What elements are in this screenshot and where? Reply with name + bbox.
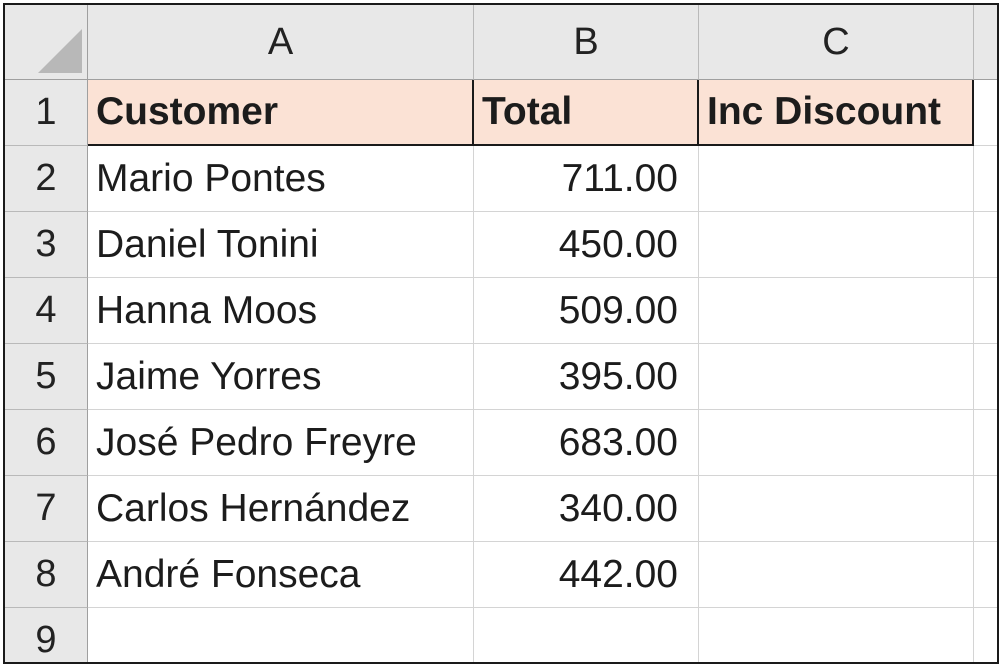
cell-b1[interactable]: Total: [474, 80, 699, 146]
cell-a6[interactable]: José Pedro Freyre: [88, 410, 474, 476]
cell-d6[interactable]: [974, 410, 997, 476]
cell-b6[interactable]: 683.00: [474, 410, 699, 476]
cell-c1[interactable]: Inc Discount: [699, 80, 974, 146]
cell-c6[interactable]: [699, 410, 974, 476]
cell-a9[interactable]: [88, 608, 474, 662]
cell-a1[interactable]: Customer: [88, 80, 474, 146]
cell-c5[interactable]: [699, 344, 974, 410]
cell-c9[interactable]: [699, 608, 974, 662]
cell-d2[interactable]: [974, 146, 997, 212]
select-all-triangle-icon: [38, 29, 82, 73]
cell-b3[interactable]: 450.00: [474, 212, 699, 278]
cell-d9[interactable]: [974, 608, 997, 662]
row-header-9[interactable]: 9: [5, 608, 88, 662]
cell-c7[interactable]: [699, 476, 974, 542]
cell-b7[interactable]: 340.00: [474, 476, 699, 542]
cell-c2[interactable]: [699, 146, 974, 212]
cell-d3[interactable]: [974, 212, 997, 278]
cell-d1[interactable]: [974, 80, 997, 146]
cell-d8[interactable]: [974, 542, 997, 608]
cell-d4[interactable]: [974, 278, 997, 344]
cell-grid: A B C 1 Customer Total Inc Discount 2 Ma…: [5, 5, 997, 662]
cell-b4[interactable]: 509.00: [474, 278, 699, 344]
select-all-button[interactable]: [5, 5, 88, 80]
cell-d5[interactable]: [974, 344, 997, 410]
cell-c4[interactable]: [699, 278, 974, 344]
cell-b2[interactable]: 711.00: [474, 146, 699, 212]
spreadsheet: A B C 1 Customer Total Inc Discount 2 Ma…: [3, 3, 999, 664]
cell-a2[interactable]: Mario Pontes: [88, 146, 474, 212]
row-header-6[interactable]: 6: [5, 410, 88, 476]
cell-d7[interactable]: [974, 476, 997, 542]
column-header-b[interactable]: B: [474, 5, 699, 80]
cell-b5[interactable]: 395.00: [474, 344, 699, 410]
cell-a8[interactable]: André Fonseca: [88, 542, 474, 608]
row-header-4[interactable]: 4: [5, 278, 88, 344]
row-header-2[interactable]: 2: [5, 146, 88, 212]
cell-a5[interactable]: Jaime Yorres: [88, 344, 474, 410]
row-header-3[interactable]: 3: [5, 212, 88, 278]
row-header-8[interactable]: 8: [5, 542, 88, 608]
column-header-c[interactable]: C: [699, 5, 974, 80]
row-header-1[interactable]: 1: [5, 80, 88, 146]
cell-b9[interactable]: [474, 608, 699, 662]
cell-b8[interactable]: 442.00: [474, 542, 699, 608]
column-header-a[interactable]: A: [88, 5, 474, 80]
cell-a3[interactable]: Daniel Tonini: [88, 212, 474, 278]
row-header-5[interactable]: 5: [5, 344, 88, 410]
cell-c8[interactable]: [699, 542, 974, 608]
cell-a7[interactable]: Carlos Hernández: [88, 476, 474, 542]
cell-c3[interactable]: [699, 212, 974, 278]
cell-a4[interactable]: Hanna Moos: [88, 278, 474, 344]
column-header-next[interactable]: [974, 5, 997, 80]
row-header-7[interactable]: 7: [5, 476, 88, 542]
